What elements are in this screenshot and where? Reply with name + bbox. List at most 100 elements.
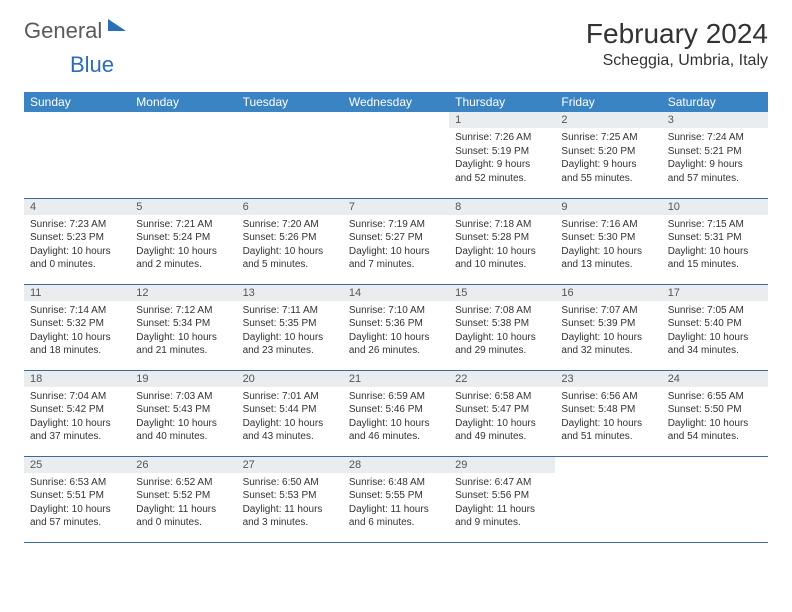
day-daylight2: and 23 minutes.	[243, 344, 337, 358]
day-daylight2: and 0 minutes.	[30, 258, 124, 272]
day-number: 11	[24, 285, 130, 301]
day-number: 27	[237, 457, 343, 473]
brand-logo: General	[24, 18, 130, 44]
day-daylight2: and 51 minutes.	[561, 430, 655, 444]
day-info: Sunrise: 7:05 AMSunset: 5:40 PMDaylight:…	[662, 301, 768, 362]
day-sunrise: Sunrise: 7:25 AM	[561, 131, 655, 145]
calendar-cell: 1Sunrise: 7:26 AMSunset: 5:19 PMDaylight…	[449, 112, 555, 198]
calendar-cell: 19Sunrise: 7:03 AMSunset: 5:43 PMDayligh…	[130, 370, 236, 456]
calendar-cell: 18Sunrise: 7:04 AMSunset: 5:42 PMDayligh…	[24, 370, 130, 456]
day-sunset: Sunset: 5:48 PM	[561, 403, 655, 417]
day-number: 16	[555, 285, 661, 301]
day-info: Sunrise: 6:59 AMSunset: 5:46 PMDaylight:…	[343, 387, 449, 448]
day-info: Sunrise: 7:15 AMSunset: 5:31 PMDaylight:…	[662, 215, 768, 276]
day-header: Thursday	[449, 92, 555, 112]
day-daylight1: Daylight: 10 hours	[243, 245, 337, 259]
day-info: Sunrise: 7:07 AMSunset: 5:39 PMDaylight:…	[555, 301, 661, 362]
calendar-cell: 4Sunrise: 7:23 AMSunset: 5:23 PMDaylight…	[24, 198, 130, 284]
day-info: Sunrise: 6:47 AMSunset: 5:56 PMDaylight:…	[449, 473, 555, 534]
day-daylight2: and 57 minutes.	[668, 172, 762, 186]
day-sunset: Sunset: 5:52 PM	[136, 489, 230, 503]
day-sunrise: Sunrise: 7:11 AM	[243, 304, 337, 318]
day-info: Sunrise: 7:04 AMSunset: 5:42 PMDaylight:…	[24, 387, 130, 448]
day-sunset: Sunset: 5:36 PM	[349, 317, 443, 331]
day-sunset: Sunset: 5:19 PM	[455, 145, 549, 159]
day-number: 9	[555, 199, 661, 215]
day-header: Saturday	[662, 92, 768, 112]
day-sunset: Sunset: 5:56 PM	[455, 489, 549, 503]
calendar-cell: 8Sunrise: 7:18 AMSunset: 5:28 PMDaylight…	[449, 198, 555, 284]
day-sunset: Sunset: 5:24 PM	[136, 231, 230, 245]
day-daylight2: and 21 minutes.	[136, 344, 230, 358]
day-daylight2: and 18 minutes.	[30, 344, 124, 358]
calendar-cell: 17Sunrise: 7:05 AMSunset: 5:40 PMDayligh…	[662, 284, 768, 370]
day-sunrise: Sunrise: 7:07 AM	[561, 304, 655, 318]
day-number: 17	[662, 285, 768, 301]
day-daylight1: Daylight: 10 hours	[30, 503, 124, 517]
day-sunrise: Sunrise: 7:21 AM	[136, 218, 230, 232]
calendar-cell: 27Sunrise: 6:50 AMSunset: 5:53 PMDayligh…	[237, 456, 343, 542]
calendar-week: 25Sunrise: 6:53 AMSunset: 5:51 PMDayligh…	[24, 456, 768, 542]
day-sunset: Sunset: 5:39 PM	[561, 317, 655, 331]
day-info: Sunrise: 7:18 AMSunset: 5:28 PMDaylight:…	[449, 215, 555, 276]
day-info: Sunrise: 7:08 AMSunset: 5:38 PMDaylight:…	[449, 301, 555, 362]
day-daylight1: Daylight: 10 hours	[136, 245, 230, 259]
day-sunrise: Sunrise: 7:12 AM	[136, 304, 230, 318]
day-info: Sunrise: 7:19 AMSunset: 5:27 PMDaylight:…	[343, 215, 449, 276]
brand-word1: General	[24, 18, 102, 44]
day-sunrise: Sunrise: 7:20 AM	[243, 218, 337, 232]
day-daylight2: and 46 minutes.	[349, 430, 443, 444]
day-number: 22	[449, 371, 555, 387]
day-number	[24, 112, 130, 116]
day-info: Sunrise: 6:58 AMSunset: 5:47 PMDaylight:…	[449, 387, 555, 448]
day-header: Wednesday	[343, 92, 449, 112]
day-daylight2: and 6 minutes.	[349, 516, 443, 530]
day-info: Sunrise: 7:14 AMSunset: 5:32 PMDaylight:…	[24, 301, 130, 362]
calendar-cell	[662, 456, 768, 542]
day-sunrise: Sunrise: 6:52 AM	[136, 476, 230, 490]
day-daylight1: Daylight: 10 hours	[349, 331, 443, 345]
day-sunrise: Sunrise: 6:56 AM	[561, 390, 655, 404]
day-daylight1: Daylight: 10 hours	[455, 245, 549, 259]
day-sunset: Sunset: 5:26 PM	[243, 231, 337, 245]
day-daylight1: Daylight: 10 hours	[561, 331, 655, 345]
calendar-cell	[343, 112, 449, 198]
day-daylight2: and 29 minutes.	[455, 344, 549, 358]
calendar-week: 11Sunrise: 7:14 AMSunset: 5:32 PMDayligh…	[24, 284, 768, 370]
day-sunset: Sunset: 5:51 PM	[30, 489, 124, 503]
calendar-cell: 21Sunrise: 6:59 AMSunset: 5:46 PMDayligh…	[343, 370, 449, 456]
day-sunset: Sunset: 5:53 PM	[243, 489, 337, 503]
day-number	[662, 457, 768, 461]
day-daylight2: and 15 minutes.	[668, 258, 762, 272]
day-daylight1: Daylight: 10 hours	[30, 245, 124, 259]
day-info: Sunrise: 7:20 AMSunset: 5:26 PMDaylight:…	[237, 215, 343, 276]
day-daylight1: Daylight: 10 hours	[243, 331, 337, 345]
calendar-cell: 25Sunrise: 6:53 AMSunset: 5:51 PMDayligh…	[24, 456, 130, 542]
day-sunrise: Sunrise: 6:53 AM	[30, 476, 124, 490]
calendar-cell: 5Sunrise: 7:21 AMSunset: 5:24 PMDaylight…	[130, 198, 236, 284]
day-daylight1: Daylight: 9 hours	[668, 158, 762, 172]
day-daylight1: Daylight: 11 hours	[243, 503, 337, 517]
day-daylight1: Daylight: 10 hours	[668, 245, 762, 259]
day-info: Sunrise: 7:26 AMSunset: 5:19 PMDaylight:…	[449, 128, 555, 189]
day-info: Sunrise: 6:53 AMSunset: 5:51 PMDaylight:…	[24, 473, 130, 534]
day-sunrise: Sunrise: 7:05 AM	[668, 304, 762, 318]
day-daylight2: and 43 minutes.	[243, 430, 337, 444]
day-daylight2: and 13 minutes.	[561, 258, 655, 272]
day-daylight2: and 3 minutes.	[243, 516, 337, 530]
day-daylight2: and 32 minutes.	[561, 344, 655, 358]
day-daylight1: Daylight: 11 hours	[136, 503, 230, 517]
day-sunset: Sunset: 5:32 PM	[30, 317, 124, 331]
calendar-cell: 7Sunrise: 7:19 AMSunset: 5:27 PMDaylight…	[343, 198, 449, 284]
day-header: Tuesday	[237, 92, 343, 112]
day-number: 18	[24, 371, 130, 387]
day-number: 1	[449, 112, 555, 128]
day-sunrise: Sunrise: 7:08 AM	[455, 304, 549, 318]
day-daylight2: and 57 minutes.	[30, 516, 124, 530]
day-number: 20	[237, 371, 343, 387]
calendar-cell: 9Sunrise: 7:16 AMSunset: 5:30 PMDaylight…	[555, 198, 661, 284]
day-number	[555, 457, 661, 461]
day-sunrise: Sunrise: 7:23 AM	[30, 218, 124, 232]
day-daylight1: Daylight: 10 hours	[561, 417, 655, 431]
day-number: 24	[662, 371, 768, 387]
